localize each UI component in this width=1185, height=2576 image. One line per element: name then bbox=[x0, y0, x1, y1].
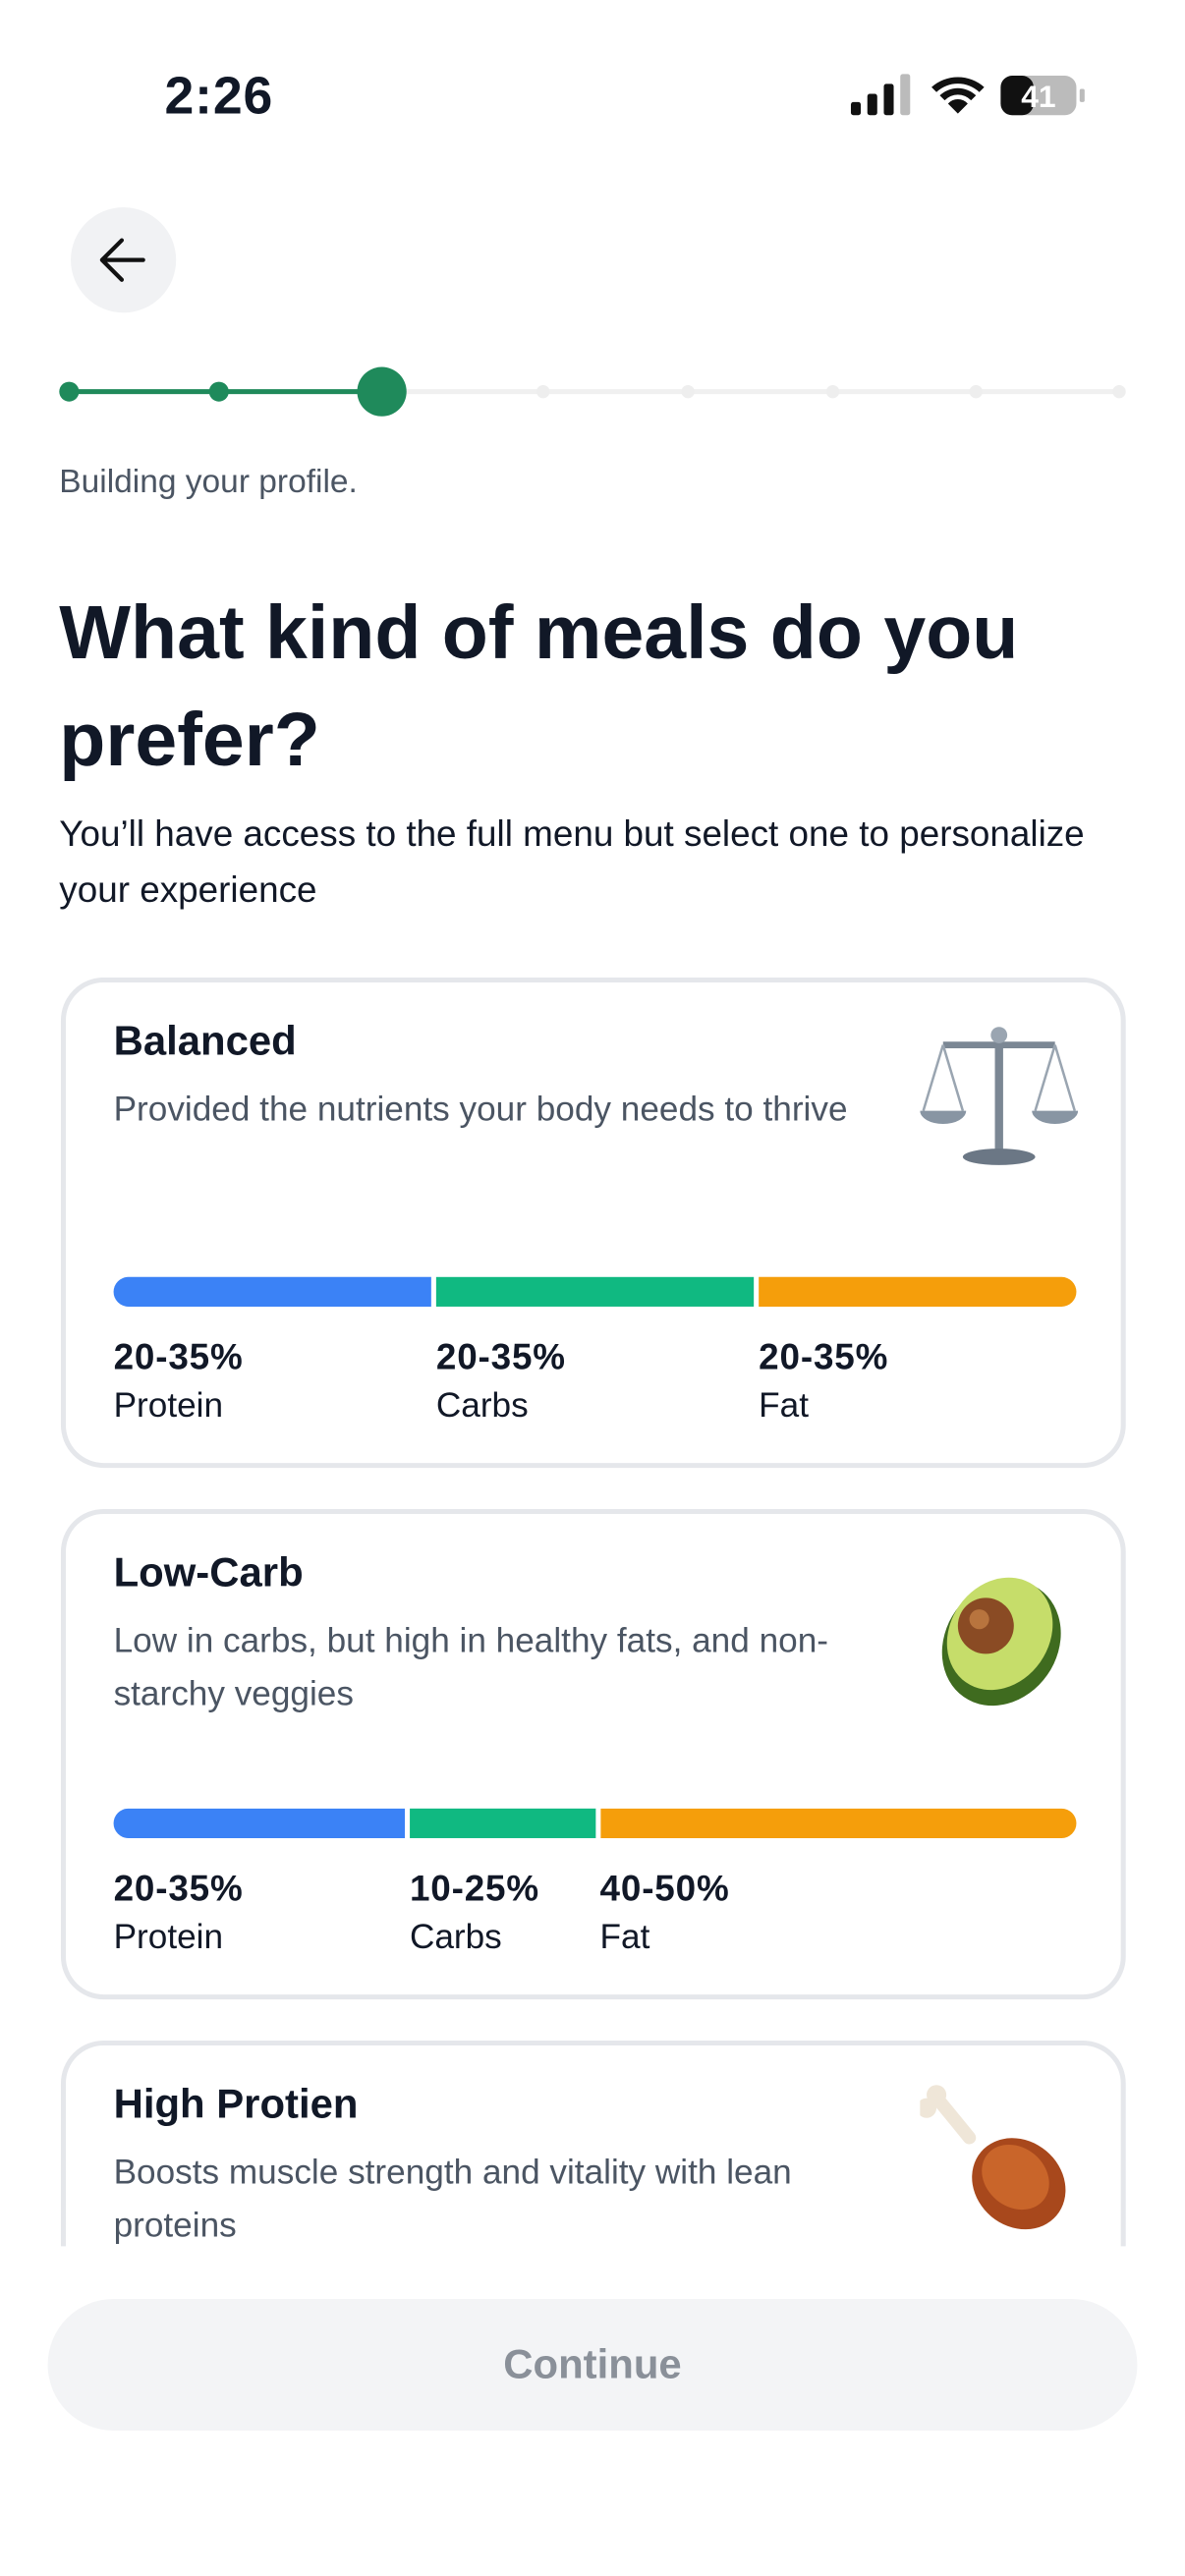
meal-list: Balanced Provided the nutrients your body… bbox=[0, 977, 1185, 2247]
status-icons: 41 bbox=[850, 74, 1085, 116]
macro-label: Protein bbox=[113, 1387, 224, 1426]
macro-bar bbox=[113, 1276, 431, 1307]
macro-label: Carbs bbox=[435, 1387, 529, 1426]
macro-range: 20-35% bbox=[113, 1336, 244, 1377]
card-description: Provided the nutrients your body needs t… bbox=[113, 1091, 848, 1130]
macro-label: Protein bbox=[113, 1919, 224, 1957]
progress-bar bbox=[59, 366, 1126, 417]
macro-row: 20-35% Protein 20-35% Carbs 20-35% Fat bbox=[113, 1276, 1077, 1427]
card-title: High Protien bbox=[113, 2081, 359, 2128]
card-title: Low-Carb bbox=[113, 1549, 304, 1596]
subtitle: You’ll have access to the full menu but … bbox=[59, 812, 1085, 911]
meal-card[interactable]: Low-Carb Low in carbs, but high in health… bbox=[60, 1508, 1126, 2000]
macro-label: Carbs bbox=[409, 1919, 502, 1957]
macro-bar bbox=[113, 1808, 405, 1838]
card-description: Boosts muscle strength and vitality with… bbox=[113, 2154, 792, 2245]
progress-text: Building your profile. bbox=[59, 464, 358, 501]
card-description: Low in carbs, but high in healthy fats, … bbox=[113, 1622, 828, 1713]
meal-card[interactable]: Balanced Provided the nutrients your body… bbox=[60, 977, 1126, 1469]
macro: 20-35% Protein bbox=[113, 1808, 405, 1958]
macro-range: 40-50% bbox=[599, 1868, 730, 1909]
battery-level: 41 bbox=[1021, 79, 1055, 114]
macro-bar bbox=[409, 1808, 595, 1838]
card-icon bbox=[916, 2082, 1078, 2240]
macro-row: 20-35% Protein 10-25% Carbs 40-50% Fat bbox=[113, 1808, 1077, 1958]
macro-range: 20-35% bbox=[113, 1868, 244, 1909]
macro: 20-35% Carbs bbox=[435, 1276, 755, 1427]
title: What kind of meals do you prefer? bbox=[59, 588, 1019, 782]
macro-range: 20-35% bbox=[759, 1336, 889, 1377]
macro-range: 10-25% bbox=[409, 1868, 540, 1909]
macro-bar bbox=[599, 1808, 1077, 1838]
meal-card[interactable]: High Protien Boosts muscle strength and v… bbox=[60, 2041, 1126, 2247]
continue-button[interactable]: Continue bbox=[47, 2298, 1138, 2431]
macro-bar bbox=[759, 1276, 1077, 1307]
macro: 20-35% Protein bbox=[113, 1276, 431, 1427]
back-button[interactable] bbox=[71, 207, 177, 313]
macro: 10-25% Carbs bbox=[409, 1808, 595, 1958]
macro: 40-50% Fat bbox=[599, 1808, 1077, 1958]
macro-range: 20-35% bbox=[435, 1336, 566, 1377]
status-time: 2:26 bbox=[164, 66, 274, 126]
macro-label: Fat bbox=[599, 1919, 650, 1957]
back-arrow bbox=[99, 238, 145, 282]
card-icon bbox=[920, 1550, 1078, 1708]
macro: 20-35% Fat bbox=[759, 1276, 1077, 1427]
card-title: Balanced bbox=[113, 1018, 297, 1065]
macro-label: Fat bbox=[759, 1387, 810, 1426]
macro-bar bbox=[435, 1276, 755, 1307]
card-icon bbox=[920, 1019, 1079, 1177]
